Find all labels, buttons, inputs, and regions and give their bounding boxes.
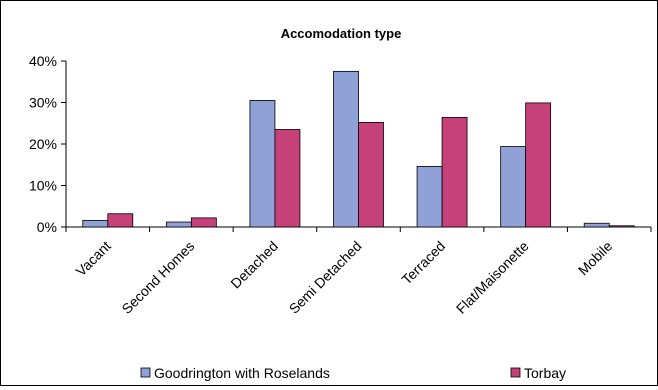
legend-swatch [510,367,521,378]
x-category-label: Mobile [575,238,616,279]
bar-goodrington-with-roselands [416,166,443,228]
y-tick-label: 30% [29,95,57,111]
bar-torbay [608,225,635,228]
bar-goodrington-with-roselands [249,100,276,228]
x-category-label: Flat/Maisonette [453,238,532,317]
legend-label: Goodrington with Roselands [154,365,330,381]
bar-torbay [441,117,468,228]
bar-goodrington-with-roselands [82,219,109,228]
y-tick-label: 40% [29,53,57,69]
x-category-label: Semi Detached [286,238,365,317]
y-tick-label: 0% [37,219,57,235]
x-category-label: Terraced [398,238,448,288]
bar-goodrington-with-roselands [500,146,527,228]
bar-torbay [358,122,384,228]
y-tick-label: 20% [29,136,57,152]
chart-title: Accomodation type [281,26,402,41]
legend-swatch [140,367,151,378]
x-category-label: Second Homes [118,238,197,317]
bar-torbay [274,129,301,228]
bar-torbay [525,102,552,228]
bar-torbay [107,213,134,228]
y-tick-label: 10% [29,178,57,194]
bar-goodrington-with-roselands [583,222,610,228]
chart-legend: Goodrington with Roselands Torbay [140,365,566,381]
plot-area: 0% 10% 20% 30% 40% Vacant Second Homes Detached… [29,53,652,317]
x-category-label: Detached [227,238,281,292]
x-category-label: Vacant [73,238,114,279]
legend-label: Torbay [524,365,566,381]
bar-torbay [190,217,217,228]
bar-goodrington-with-roselands [165,221,192,228]
bar-goodrington-with-roselands [333,70,359,228]
